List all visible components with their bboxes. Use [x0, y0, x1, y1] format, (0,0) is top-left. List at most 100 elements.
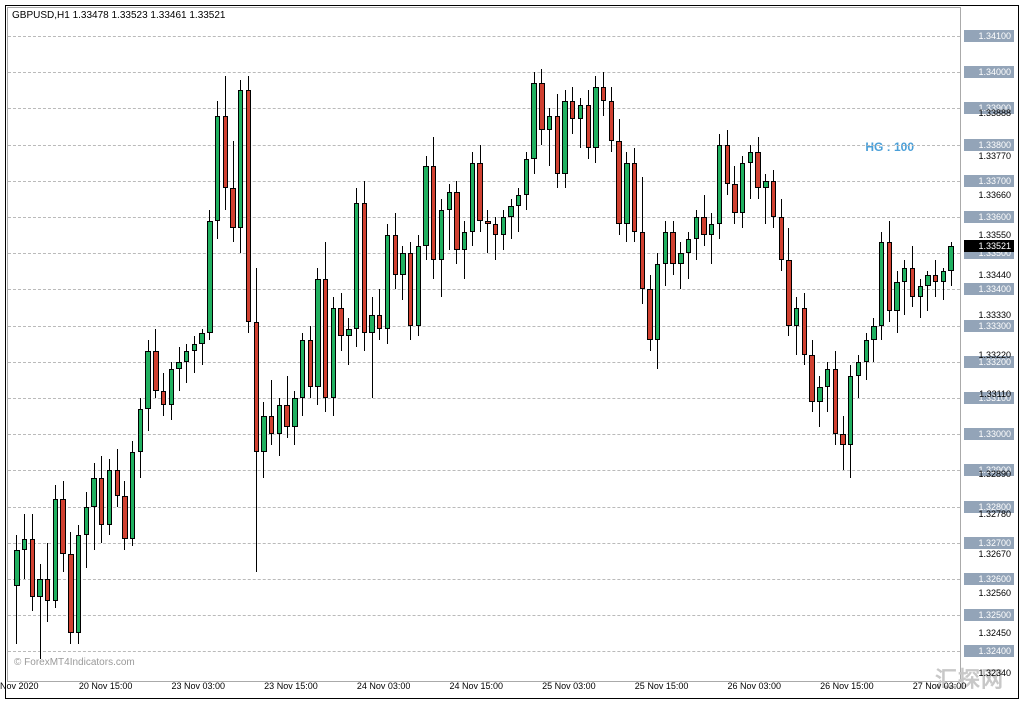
candle-body	[632, 163, 637, 232]
candle-wick	[711, 213, 712, 264]
grid-line	[8, 579, 960, 580]
candle-body	[616, 141, 621, 224]
candle-body	[68, 554, 73, 634]
candle-body	[717, 145, 722, 225]
candle-wick	[680, 242, 681, 289]
price-label: 1.33330	[964, 310, 1014, 320]
price-level-band: 1.32400	[964, 645, 1014, 657]
candle-body	[555, 116, 560, 174]
grid-line	[8, 72, 960, 73]
candle-body	[864, 340, 869, 362]
candle-body	[925, 275, 930, 286]
price-level-band: 1.33300	[964, 320, 1014, 332]
candle-body	[176, 362, 181, 369]
candle-body	[153, 351, 158, 391]
plot-area[interactable]: 1.341001.340001.339001.338001.337001.336…	[8, 18, 960, 673]
candle-body	[755, 152, 760, 188]
candle-body	[184, 351, 189, 362]
candle-wick	[487, 210, 488, 253]
candle-body	[362, 203, 367, 333]
candle-body	[586, 105, 591, 148]
candle-body	[192, 344, 197, 351]
candle-body	[701, 217, 706, 235]
candle-body	[462, 232, 467, 250]
grid-line	[8, 507, 960, 508]
candle-body	[879, 242, 884, 325]
candle-body	[941, 271, 946, 282]
candle-body	[292, 398, 297, 427]
price-label: 1.32670	[964, 549, 1014, 559]
candle-body	[609, 101, 614, 141]
candle-body	[516, 195, 521, 206]
candle-body	[439, 210, 444, 261]
candle-body	[99, 478, 104, 525]
candle-body	[794, 308, 799, 326]
price-level-band: 1.33000	[964, 428, 1014, 440]
price-label: 1.32340	[964, 668, 1014, 678]
candle-body	[655, 264, 660, 340]
x-axis-label: 26 Nov 03:00	[727, 681, 781, 691]
candle-body	[261, 416, 266, 452]
candle-body	[647, 289, 652, 340]
x-axis-label: 26 Nov 15:00	[820, 681, 874, 691]
candle-body	[593, 87, 598, 149]
grid-line	[8, 543, 960, 544]
price-label: 1.32780	[964, 509, 1014, 519]
candle-body	[14, 550, 19, 586]
grid-line	[8, 615, 960, 616]
grid-line	[8, 470, 960, 471]
candle-body	[238, 90, 243, 228]
candle-body	[678, 253, 683, 264]
x-axis-label: 25 Nov 15:00	[635, 681, 689, 691]
grid-line	[8, 217, 960, 218]
candle-wick	[511, 199, 512, 239]
candle-body	[686, 239, 691, 253]
candle-body	[732, 184, 737, 213]
price-label: 1.33440	[964, 270, 1014, 280]
x-axis-label: 25 Nov 03:00	[542, 681, 596, 691]
candle-body	[447, 192, 452, 210]
candle-wick	[186, 344, 187, 384]
candle-wick	[372, 297, 373, 398]
candle-body	[207, 221, 212, 333]
candle-body	[933, 275, 938, 282]
candle-body	[84, 507, 89, 536]
candle-body	[670, 232, 675, 265]
candle-wick	[94, 463, 95, 550]
candle-body	[393, 235, 398, 275]
candle-body	[493, 224, 498, 235]
candle-body	[624, 163, 629, 225]
candle-body	[45, 579, 50, 601]
x-axis-label: 20 Nov 15:00	[79, 681, 133, 691]
x-axis-label: 27 Nov 03:00	[913, 681, 967, 691]
grid-line	[8, 326, 960, 327]
candle-body	[22, 539, 27, 550]
candle-body	[833, 369, 838, 434]
price-label: 1.33888	[964, 108, 1014, 118]
candle-body	[840, 434, 845, 445]
candle-body	[786, 260, 791, 325]
price-level-band: 1.32700	[964, 537, 1014, 549]
price-label: 1.33220	[964, 350, 1014, 360]
candle-body	[740, 163, 745, 214]
candle-body	[910, 268, 915, 297]
candle-wick	[920, 279, 921, 319]
candle-body	[416, 246, 421, 326]
candle-body	[246, 90, 251, 322]
candle-body	[601, 87, 606, 101]
candle-body	[138, 409, 143, 452]
grid-line	[8, 253, 960, 254]
price-label: 1.33770	[964, 151, 1014, 161]
candle-body	[771, 181, 776, 217]
grid-line	[8, 181, 960, 182]
candle-body	[802, 308, 807, 355]
price-level-band: 1.33600	[964, 211, 1014, 223]
x-axis-label: 23 Nov 15:00	[264, 681, 318, 691]
candle-body	[145, 351, 150, 409]
candle-body	[354, 203, 359, 330]
candle-body	[825, 369, 830, 387]
candle-body	[524, 159, 529, 195]
candle-wick	[819, 376, 820, 427]
candle-body	[725, 145, 730, 185]
grid-line	[8, 36, 960, 37]
